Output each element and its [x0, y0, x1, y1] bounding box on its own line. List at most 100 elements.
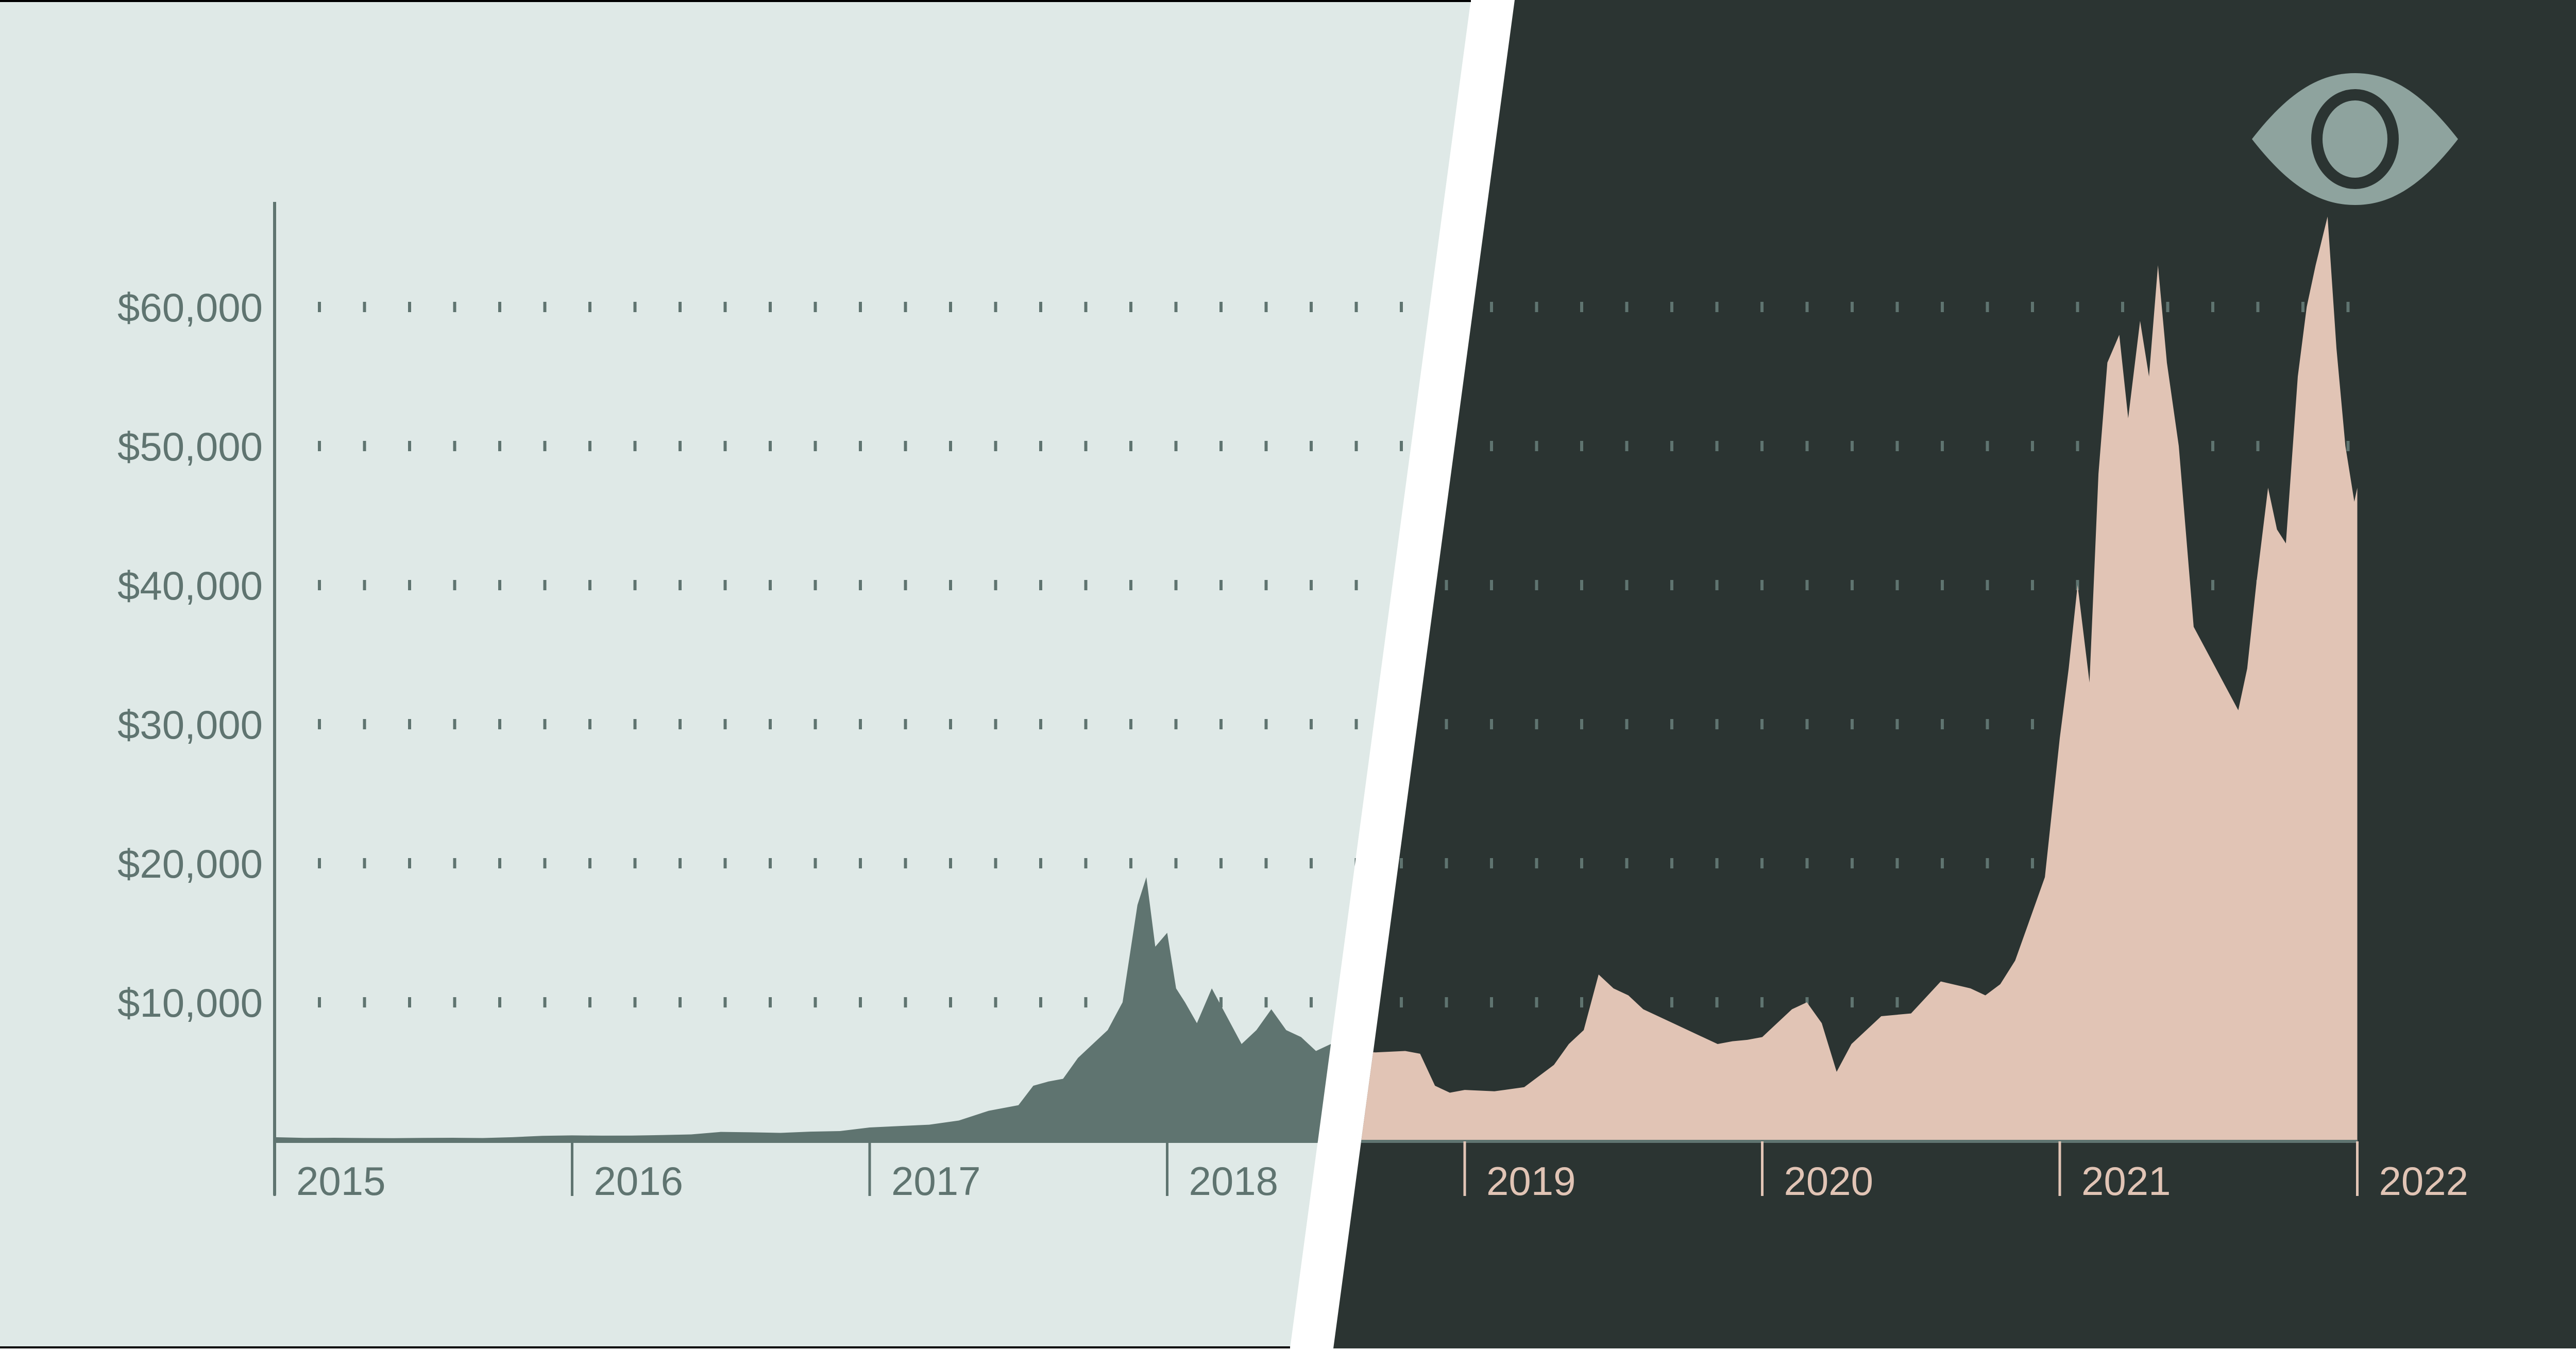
grid-dot: [363, 441, 366, 451]
grid-dot: [679, 580, 682, 590]
grid-dot: [814, 858, 817, 868]
grid-dot: [1580, 302, 1583, 312]
x-axis-ticks: [273, 1141, 2359, 1196]
grid-dot: [723, 719, 727, 729]
grid-dot: [679, 302, 682, 312]
grid-dot: [1490, 719, 1493, 729]
grid-dot: [543, 441, 547, 451]
grid-dot: [1039, 997, 1042, 1007]
grid-dot: [633, 302, 637, 312]
grid-dot: [1625, 441, 1629, 451]
grid-dot: [543, 858, 547, 868]
grid-dot: [1264, 580, 1268, 590]
grid-dot: [1490, 302, 1493, 312]
grid-dot: [769, 580, 772, 590]
grid-dot: [1895, 858, 1899, 868]
grid-dot: [1354, 302, 1358, 312]
grid-dot: [1129, 302, 1132, 312]
grid-dot: [723, 997, 727, 1007]
grid-dot: [723, 580, 727, 590]
grid-dot: [2031, 580, 2034, 590]
grid-dot: [1941, 441, 1944, 451]
grid-dot: [994, 858, 997, 868]
grid-dot: [1264, 997, 1268, 1007]
grid-dot: [859, 858, 862, 868]
grid-dot: [1670, 997, 1673, 1007]
grid-dot: [1760, 997, 1764, 1007]
grid-dot: [2121, 302, 2124, 312]
grid-dot: [1580, 580, 1583, 590]
grid-dot: [1354, 719, 1358, 729]
grid-dot: [1445, 858, 1448, 868]
grid-dot: [453, 997, 456, 1007]
grid-dot: [1445, 719, 1448, 729]
y-axis-labels: $10,000 $20,000 $30,000 $40,000 $50,000 $60,0…: [117, 285, 263, 1025]
x-tick-label: 2016: [594, 1158, 684, 1204]
grid-dot: [1535, 719, 1538, 729]
grid-dot: [1219, 302, 1223, 312]
grid-dot: [1490, 580, 1493, 590]
grid-dot: [543, 580, 547, 590]
grid-dot: [1219, 580, 1223, 590]
grid-dot: [318, 302, 321, 312]
grid-dot: [1895, 580, 1899, 590]
x-axis-labels: 2015 2016 2017 2018 2019 2020 2021 2022: [296, 1158, 2468, 1204]
grid-dot: [1986, 302, 1989, 312]
grid-dot: [1625, 302, 1629, 312]
grid-dot: [498, 719, 501, 729]
grid-dot: [1264, 302, 1268, 312]
grid-dot: [2256, 441, 2260, 451]
grid-dot: [949, 302, 952, 312]
grid-dot: [769, 302, 772, 312]
grid-dot: [1580, 997, 1583, 1007]
y-tick-label: $50,000: [117, 424, 263, 469]
grid-dot: [1310, 997, 1313, 1007]
grid-dot: [318, 580, 321, 590]
grid-dot: [679, 997, 682, 1007]
grid-dot: [2346, 302, 2350, 312]
grid-dot: [633, 858, 637, 868]
grid-dot: [1805, 302, 1809, 312]
grid-dot: [814, 997, 817, 1007]
grid-dot: [949, 580, 952, 590]
grid-dot: [318, 719, 321, 729]
price-area-right: [1333, 216, 2358, 1141]
grid-dot: [543, 997, 547, 1007]
grid-dot: [1264, 858, 1268, 868]
x-tick-label: 2022: [2379, 1158, 2469, 1204]
grid-dot: [859, 719, 862, 729]
x-tick-label: 2017: [891, 1158, 981, 1204]
grid-dot: [1354, 580, 1358, 590]
grid-dot: [633, 997, 637, 1007]
grid-dot: [453, 441, 456, 451]
grid-dot: [1715, 441, 1719, 451]
y-tick-label: $20,000: [117, 841, 263, 886]
grid-dot: [994, 580, 997, 590]
x-tick-label: 2021: [2081, 1158, 2171, 1204]
grid-dot: [1805, 441, 1809, 451]
grid-dot: [1535, 580, 1538, 590]
grid-dot: [1760, 580, 1764, 590]
grid-dot: [859, 441, 862, 451]
grid-dot: [1084, 302, 1088, 312]
grid-dot: [363, 580, 366, 590]
grid-dot: [1895, 302, 1899, 312]
slanted-divider: [1290, 0, 1515, 1348]
grid-dot: [588, 997, 591, 1007]
grid-dot: [769, 997, 772, 1007]
grid-dot: [1400, 997, 1403, 1007]
grid-dot: [1670, 302, 1673, 312]
grid-dot: [814, 302, 817, 312]
grid-dot: [1129, 580, 1132, 590]
grid-dot: [769, 719, 772, 729]
grid-dot: [453, 719, 456, 729]
grid-dot: [318, 441, 321, 451]
grid-dot: [949, 441, 952, 451]
grid-dot: [1535, 441, 1538, 451]
grid-dot: [1760, 719, 1764, 729]
grid-dot: [318, 997, 321, 1007]
grid-dot: [1219, 858, 1223, 868]
grid-dot: [2256, 302, 2260, 312]
grid-dot: [1805, 997, 1809, 1007]
grid-dot: [904, 441, 907, 451]
